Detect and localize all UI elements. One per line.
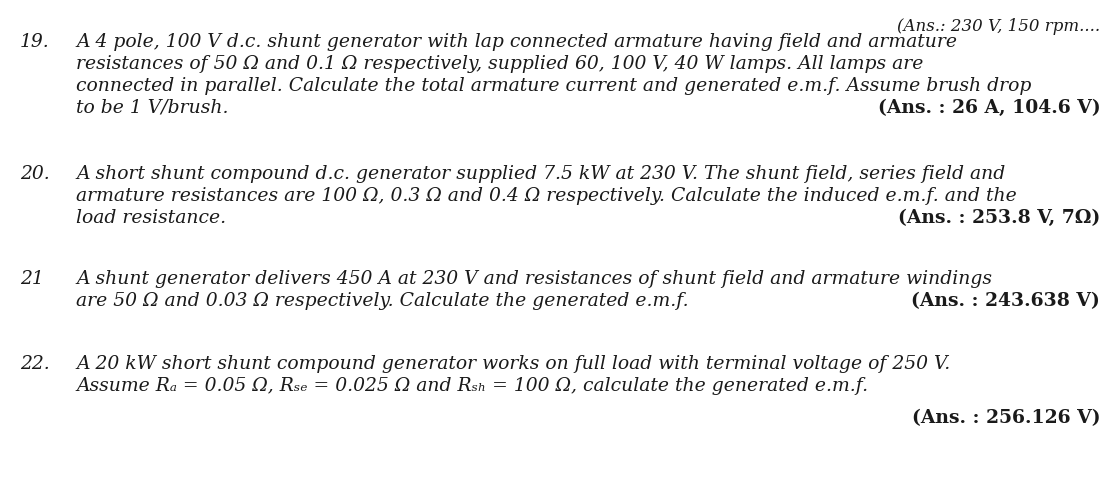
Text: resistances of 50 Ω and 0.1 Ω respectively, supplied 60, 100 V, 40 W lamps. All : resistances of 50 Ω and 0.1 Ω respective… bbox=[76, 55, 924, 73]
Text: A shunt generator delivers 450 A at 230 V and resistances of shunt field and arm: A shunt generator delivers 450 A at 230 … bbox=[76, 270, 992, 288]
Text: 19.: 19. bbox=[20, 33, 50, 51]
Text: are 50 Ω and 0.03 Ω respectively. Calculate the generated e.m.f.: are 50 Ω and 0.03 Ω respectively. Calcul… bbox=[76, 292, 688, 310]
Text: armature resistances are 100 Ω, 0.3 Ω and 0.4 Ω respectively. Calculate the indu: armature resistances are 100 Ω, 0.3 Ω an… bbox=[76, 187, 1016, 205]
Text: A 20 kW short shunt compound generator works on full load with terminal voltage : A 20 kW short shunt compound generator w… bbox=[76, 355, 951, 373]
Text: connected in parallel. Calculate the total armature current and generated e.m.f.: connected in parallel. Calculate the tot… bbox=[76, 77, 1031, 95]
Text: Assume Rₐ = 0.05 Ω, Rₛₑ = 0.025 Ω and Rₛₕ = 100 Ω, calculate the generated e.m.f: Assume Rₐ = 0.05 Ω, Rₛₑ = 0.025 Ω and Rₛ… bbox=[76, 377, 868, 395]
Text: (Ans. : 256.126 V): (Ans. : 256.126 V) bbox=[911, 409, 1100, 427]
Text: (Ans. : 243.638 V): (Ans. : 243.638 V) bbox=[911, 292, 1100, 310]
Text: A 4 pole, 100 V d.c. shunt generator with lap connected armature having field an: A 4 pole, 100 V d.c. shunt generator wit… bbox=[76, 33, 957, 51]
Text: (Ans. : 26 A, 104.6 V): (Ans. : 26 A, 104.6 V) bbox=[878, 99, 1100, 117]
Text: 21: 21 bbox=[20, 270, 44, 288]
Text: (Ans.: 230 V, 150 rpm....: (Ans.: 230 V, 150 rpm.... bbox=[897, 18, 1100, 35]
Text: load resistance.: load resistance. bbox=[76, 209, 226, 227]
Text: (Ans. : 253.8 V, 7Ω): (Ans. : 253.8 V, 7Ω) bbox=[898, 209, 1100, 227]
Text: to be 1 V/brush.: to be 1 V/brush. bbox=[76, 99, 229, 117]
Text: A short shunt compound d.c. generator supplied 7.5 kW at 230 V. The shunt field,: A short shunt compound d.c. generator su… bbox=[76, 165, 1005, 183]
Text: 20.: 20. bbox=[20, 165, 50, 183]
Text: 22.: 22. bbox=[20, 355, 50, 373]
